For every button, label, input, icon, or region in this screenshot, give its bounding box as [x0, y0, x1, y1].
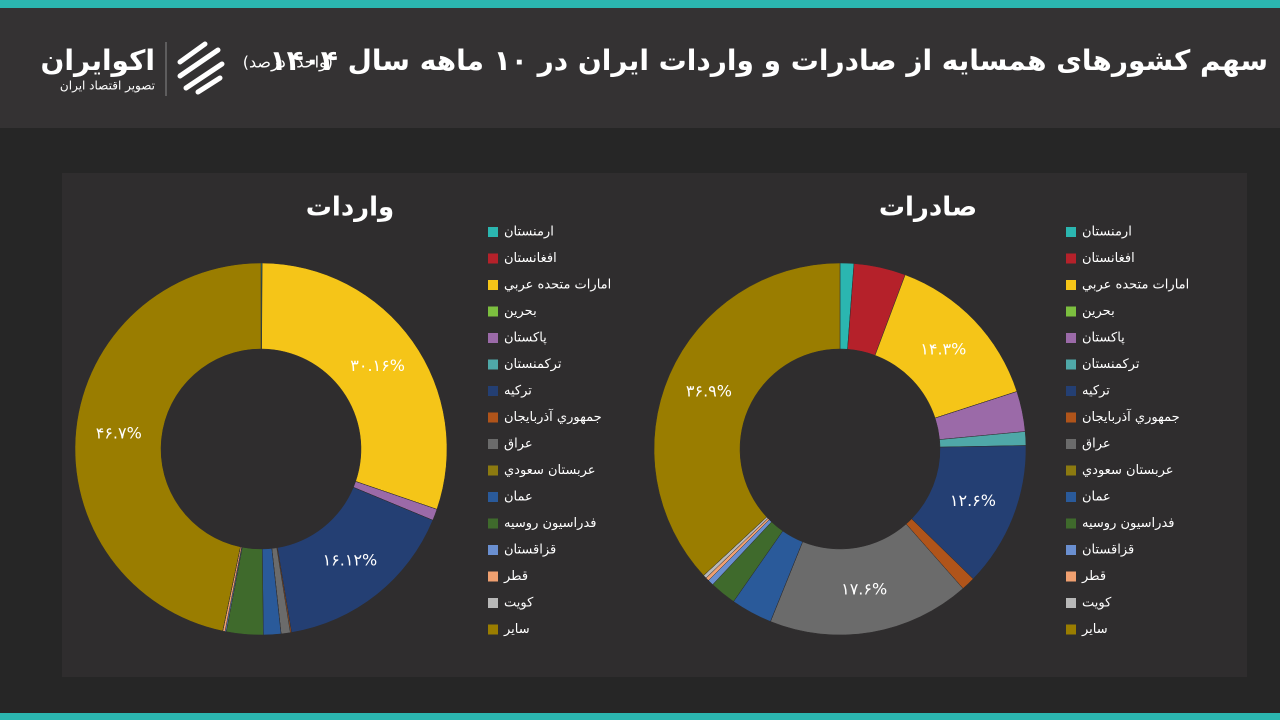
header-bar: [0, 0, 1280, 128]
legend-swatch: [488, 624, 498, 635]
unit-note: (واحد: درصد): [243, 53, 333, 73]
legend-swatch: [1066, 518, 1076, 529]
legend-swatch: [1066, 359, 1076, 370]
top-strip: [0, 0, 1280, 8]
legend-swatch: [488, 253, 498, 264]
legend-swatch: [488, 571, 498, 582]
legend-swatch: [1066, 306, 1076, 317]
data-label: ۱۲.۶%: [950, 491, 996, 510]
legend-label: ترکيه: [1082, 384, 1110, 399]
legend-label: عراق: [504, 437, 533, 452]
legend-label: افغانستان: [1082, 251, 1135, 266]
legend-swatch: [488, 306, 498, 317]
legend-label: عربستان سعودي: [1082, 463, 1174, 478]
legend-label: ارمنستان: [1082, 225, 1132, 240]
legend-label: ساير: [503, 622, 530, 637]
legend-label: امارات متحده عربي: [504, 278, 611, 293]
legend-label: ترکيه: [504, 384, 532, 399]
logo-name: اکوایران: [41, 44, 155, 77]
legend-swatch: [488, 492, 498, 502]
page-title: سهم کشورهای همسایه از صادرات و واردات ای…: [270, 44, 1268, 77]
legend-label: پاکستان: [1082, 331, 1125, 346]
legend-label: ساير: [1081, 622, 1108, 637]
legend-label: قطر: [503, 569, 528, 584]
bottom-strip: [0, 713, 1280, 720]
legend-swatch: [1066, 571, 1076, 582]
legend-label: کويت: [504, 596, 534, 611]
logo-mark: [177, 41, 225, 95]
chart-title: صادرات: [879, 193, 977, 223]
legend-label: پاکستان: [504, 331, 547, 346]
legend-swatch: [1066, 545, 1076, 555]
legend-swatch: [488, 439, 498, 449]
legend-swatch: [488, 227, 498, 237]
legend-label: بحرين: [1082, 304, 1115, 319]
legend-label: ترکمنستان: [1082, 357, 1140, 372]
legend-swatch: [1066, 227, 1076, 237]
legend-label: ارمنستان: [504, 225, 554, 240]
legend-swatch: [488, 412, 498, 423]
legend-label: بحرين: [504, 304, 537, 319]
legend-label: امارات متحده عربي: [1082, 278, 1189, 293]
legend-swatch: [1066, 598, 1076, 608]
legend-swatch: [1066, 412, 1076, 423]
donut-slice: [770, 523, 964, 636]
legend-label: عربستان سعودي: [504, 463, 596, 478]
legend-swatch: [488, 333, 498, 343]
donut-slice: [653, 262, 841, 576]
legend-swatch: [1066, 333, 1076, 343]
legend-label: عمان: [504, 490, 533, 505]
legend-label: جمهوري آذربايجان: [504, 408, 602, 425]
legend-label: کويت: [1082, 596, 1112, 611]
chart-title: واردات: [306, 193, 394, 223]
legend-label: عمان: [1082, 490, 1111, 505]
legend-swatch: [488, 598, 498, 608]
data-label: ۱۶.۱۲%: [323, 550, 378, 569]
legend-swatch: [488, 465, 498, 476]
data-label: ۱۴.۳%: [920, 340, 966, 359]
legend-swatch: [1066, 439, 1076, 449]
legend-label: جمهوري آذربايجان: [1082, 408, 1180, 425]
legend-swatch: [488, 359, 498, 370]
donut-slice: [261, 262, 448, 510]
legend-swatch: [1066, 624, 1076, 635]
legend-label: قزاقستان: [504, 543, 556, 558]
legend-swatch: [488, 545, 498, 555]
legend-swatch: [1066, 386, 1076, 396]
logo-tagline: تصویر اقتصاد ایران: [60, 79, 155, 94]
legend-swatch: [488, 386, 498, 396]
data-label: ۴۶.۷%: [96, 424, 142, 443]
legend-swatch: [1066, 465, 1076, 476]
legend-swatch: [1066, 280, 1076, 290]
data-label: ۳۶.۹%: [686, 381, 732, 400]
legend-swatch: [488, 280, 498, 290]
legend-label: ترکمنستان: [504, 357, 562, 372]
legend-swatch: [488, 518, 498, 529]
data-label: ۱۷.۶%: [841, 579, 887, 598]
legend-label: افغانستان: [504, 251, 557, 266]
legend-label: قطر: [1081, 569, 1106, 584]
legend-label: قزاقستان: [1082, 543, 1134, 558]
legend-label: فدراسيون روسيه: [1082, 516, 1174, 531]
legend-swatch: [1066, 253, 1076, 264]
legend-label: عراق: [1082, 437, 1111, 452]
legend-swatch: [1066, 492, 1076, 502]
data-label: ۳۰.۱۶%: [350, 356, 405, 375]
legend-label: فدراسيون روسيه: [504, 516, 596, 531]
